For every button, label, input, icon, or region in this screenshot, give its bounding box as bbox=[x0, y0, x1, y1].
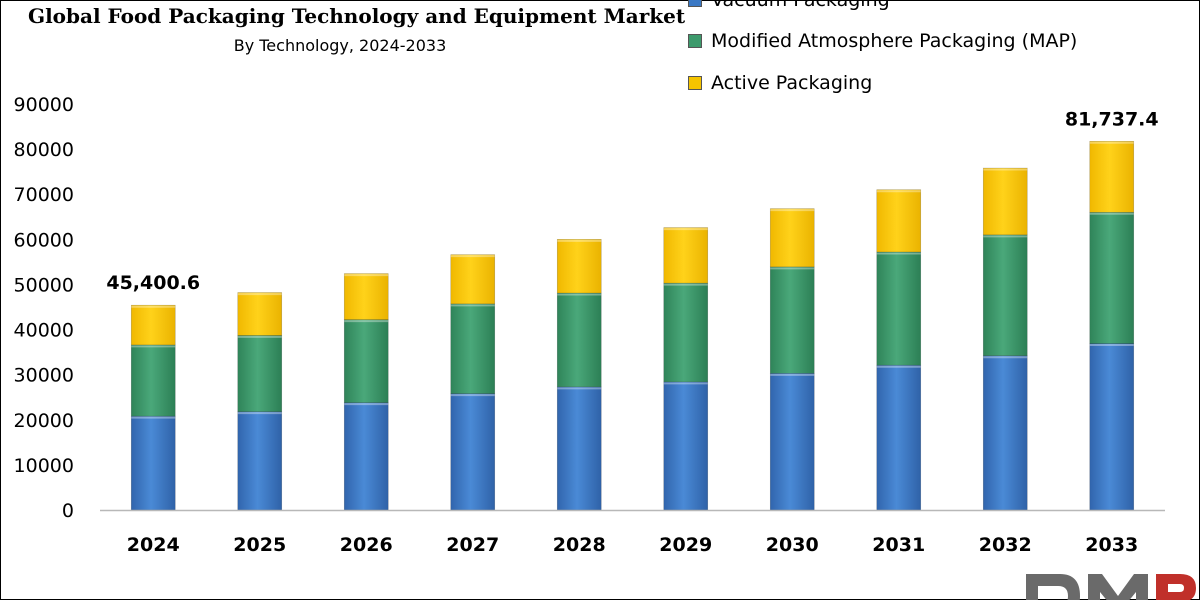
legend-swatch-active bbox=[688, 76, 702, 90]
x-tick-label: 2024 bbox=[127, 534, 180, 556]
x-tick-label: 2032 bbox=[979, 534, 1032, 556]
bar-2030-series-0 bbox=[769, 373, 815, 511]
y-tick-label: 40000 bbox=[14, 320, 74, 342]
bar-2031-series-0 bbox=[876, 364, 922, 511]
x-tick-label: 2030 bbox=[766, 534, 819, 556]
bar-2029-series-1 bbox=[663, 282, 709, 383]
bar-2029-series-0 bbox=[663, 381, 709, 511]
x-tick-label: 2033 bbox=[1085, 534, 1138, 556]
x-tick-label: 2025 bbox=[233, 534, 286, 556]
y-tick-label: 80000 bbox=[14, 139, 74, 161]
legend-item-vacuum: Vacuum Packaging bbox=[688, 0, 890, 12]
bar-2025-series-2 bbox=[237, 292, 283, 336]
x-tick-label: 2026 bbox=[340, 534, 393, 556]
bar-2032-series-0 bbox=[982, 355, 1028, 511]
bar-2025-series-0 bbox=[237, 411, 283, 511]
bar-2026-series-1 bbox=[343, 319, 389, 403]
bar-2028-series-1 bbox=[556, 292, 602, 388]
y-tick-label: 30000 bbox=[14, 365, 74, 387]
legend-swatch-map bbox=[688, 34, 702, 48]
bar-2033-series-1 bbox=[1089, 211, 1135, 344]
data-label-2024: 45,400.6 bbox=[106, 272, 200, 294]
bar-2033-series-0 bbox=[1089, 343, 1135, 511]
chart-title: Global Food Packaging Technology and Equ… bbox=[28, 4, 686, 28]
y-tick-label: 50000 bbox=[14, 274, 74, 296]
bar-2033-series-2 bbox=[1089, 140, 1135, 213]
bar-2031-series-2 bbox=[876, 189, 922, 253]
legend-label-active: Active Packaging bbox=[711, 72, 873, 94]
y-tick-label: 90000 bbox=[14, 94, 74, 116]
bar-2030-series-2 bbox=[769, 208, 815, 268]
chart-subtitle: By Technology, 2024-2033 bbox=[233, 36, 447, 55]
bar-2031-series-1 bbox=[876, 251, 922, 366]
legend-label-map: Modified Atmosphere Packaging (MAP) bbox=[711, 30, 1078, 52]
bar-2026-series-0 bbox=[343, 402, 389, 511]
x-tick-label: 2031 bbox=[872, 534, 925, 556]
y-tick-label: 10000 bbox=[14, 455, 74, 477]
bar-2024-series-2 bbox=[130, 304, 176, 346]
bar-2024-series-1 bbox=[130, 344, 176, 417]
y-tick-label: 20000 bbox=[14, 410, 74, 432]
y-tick-label: 70000 bbox=[14, 184, 74, 206]
bar-2027-series-1 bbox=[450, 303, 496, 394]
bar-2024-series-0 bbox=[130, 415, 176, 511]
bar-2026-series-2 bbox=[343, 273, 389, 320]
legend-label-vacuum: Vacuum Packaging bbox=[711, 0, 890, 11]
bar-2027-series-0 bbox=[450, 393, 496, 511]
bar-2032-series-1 bbox=[982, 234, 1028, 357]
bar-2028-series-0 bbox=[556, 386, 602, 511]
legend-swatch-vacuum bbox=[688, 0, 702, 7]
bar-2027-series-2 bbox=[450, 254, 496, 305]
x-tick-label: 2028 bbox=[553, 534, 606, 556]
bar-2032-series-2 bbox=[982, 167, 1028, 236]
bar-2025-series-1 bbox=[237, 335, 283, 412]
legend-item-map: Modified Atmosphere Packaging (MAP) bbox=[688, 29, 1077, 53]
bar-2028-series-2 bbox=[556, 239, 602, 294]
x-tick-label: 2029 bbox=[659, 534, 712, 556]
dmr-logo-icon bbox=[1018, 566, 1198, 600]
bar-2029-series-2 bbox=[663, 227, 709, 284]
y-tick-label: 60000 bbox=[14, 229, 74, 251]
y-tick-label: 0 bbox=[62, 500, 74, 522]
bar-2030-series-1 bbox=[769, 266, 815, 374]
x-tick-label: 2027 bbox=[446, 534, 499, 556]
data-label-2033: 81,737.4 bbox=[1065, 108, 1159, 130]
legend-item-active: Active Packaging bbox=[688, 71, 872, 95]
